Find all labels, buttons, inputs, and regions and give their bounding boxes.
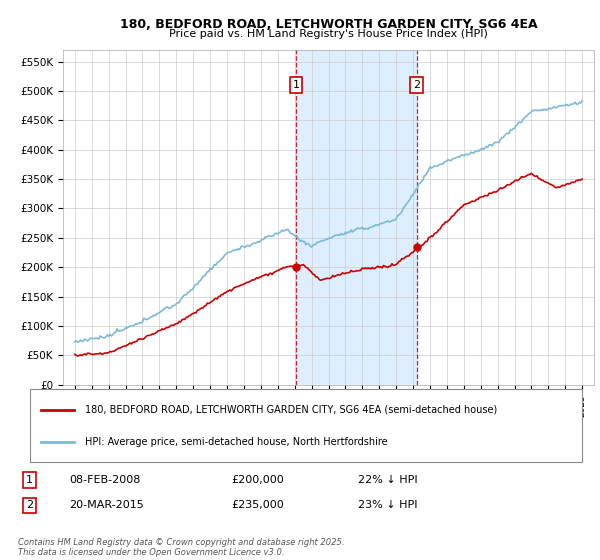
Bar — [296, 50, 416, 385]
Text: HPI: Average price, semi-detached house, North Hertfordshire: HPI: Average price, semi-detached house,… — [85, 437, 388, 447]
Text: 2: 2 — [413, 80, 420, 90]
Text: 1: 1 — [293, 80, 299, 90]
Text: 23% ↓ HPI: 23% ↓ HPI — [358, 501, 417, 510]
Text: Price paid vs. HM Land Registry's House Price Index (HPI): Price paid vs. HM Land Registry's House … — [169, 29, 488, 39]
Text: Contains HM Land Registry data © Crown copyright and database right 2025.
This d: Contains HM Land Registry data © Crown c… — [18, 538, 344, 557]
Text: 20-MAR-2015: 20-MAR-2015 — [70, 501, 145, 510]
Text: 180, BEDFORD ROAD, LETCHWORTH GARDEN CITY, SG6 4EA (semi-detached house): 180, BEDFORD ROAD, LETCHWORTH GARDEN CIT… — [85, 404, 497, 414]
Text: 08-FEB-2008: 08-FEB-2008 — [70, 475, 141, 485]
Text: 22% ↓ HPI: 22% ↓ HPI — [358, 475, 417, 485]
Text: £235,000: £235,000 — [231, 501, 284, 510]
Text: £200,000: £200,000 — [231, 475, 284, 485]
Text: 2: 2 — [26, 501, 33, 510]
Text: 1: 1 — [26, 475, 33, 485]
Text: 180, BEDFORD ROAD, LETCHWORTH GARDEN CITY, SG6 4EA: 180, BEDFORD ROAD, LETCHWORTH GARDEN CIT… — [119, 18, 538, 31]
